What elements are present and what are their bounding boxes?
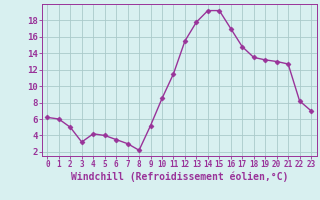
X-axis label: Windchill (Refroidissement éolien,°C): Windchill (Refroidissement éolien,°C)	[70, 172, 288, 182]
